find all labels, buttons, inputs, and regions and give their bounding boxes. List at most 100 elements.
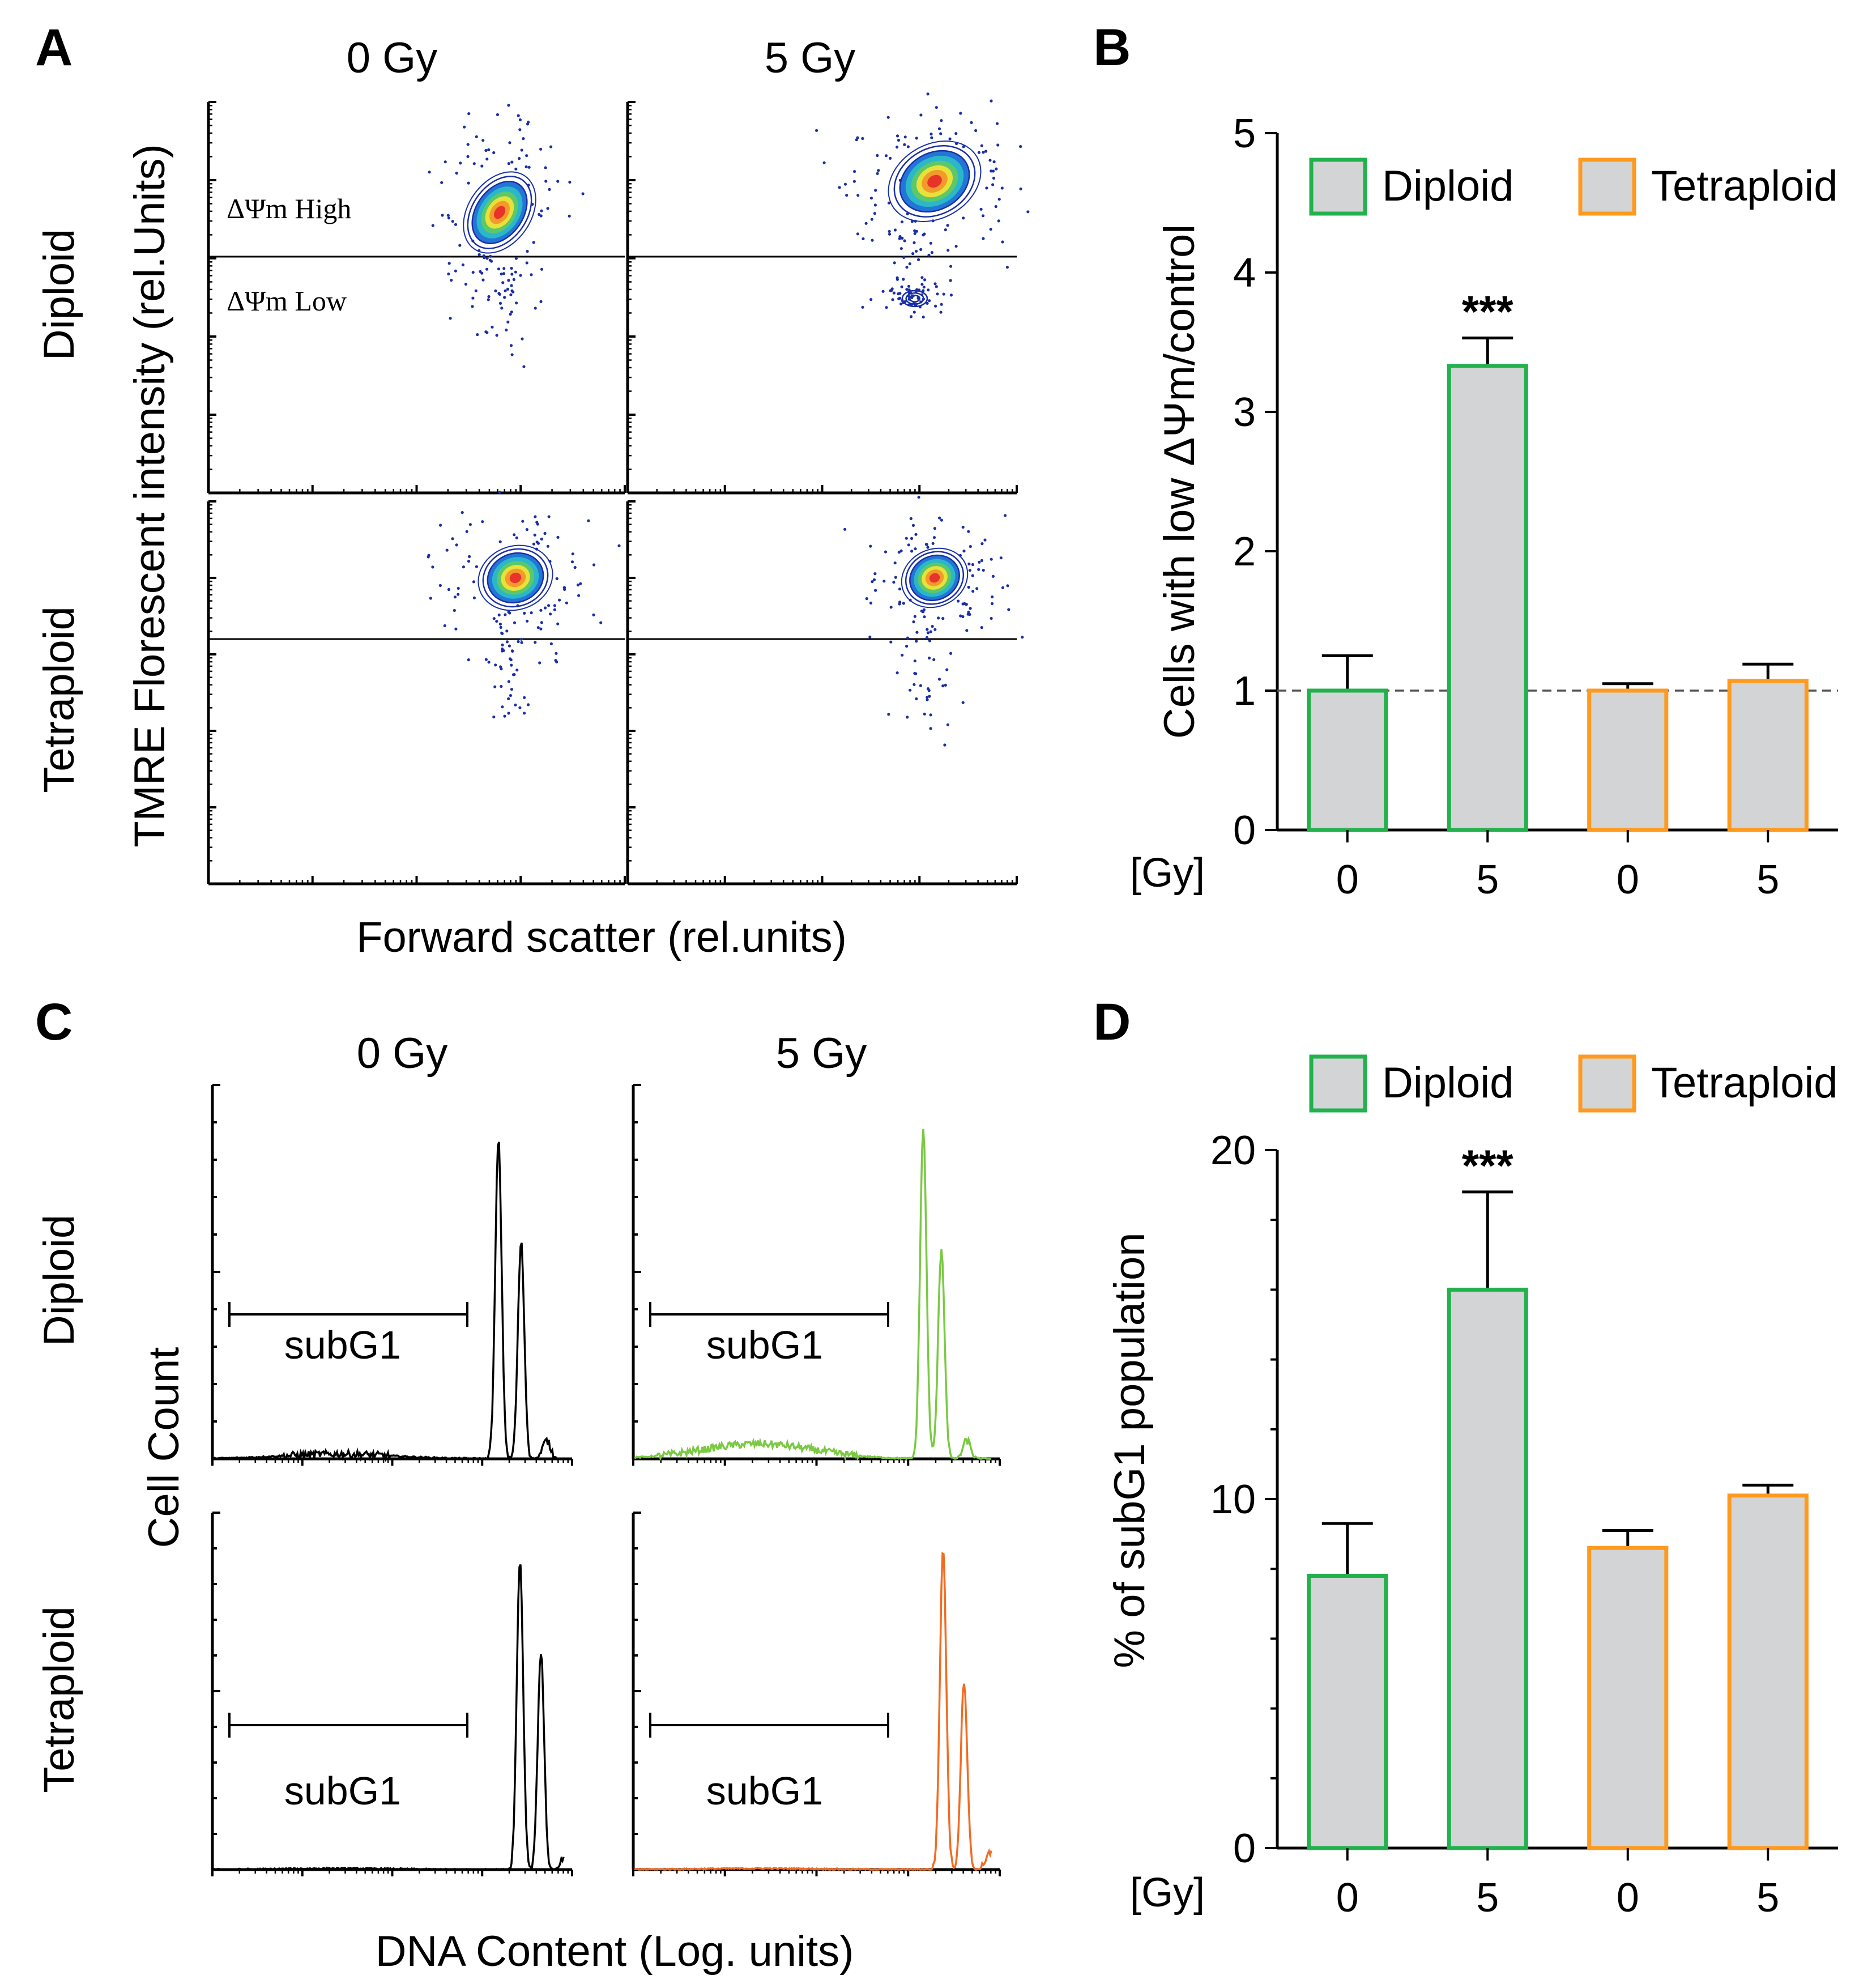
event-dot: [896, 671, 899, 675]
event-dot: [466, 155, 470, 158]
event-dot: [872, 578, 876, 581]
event-dot: [447, 273, 450, 276]
event-dot: [975, 587, 979, 590]
event-dot: [459, 161, 462, 165]
event-dot: [481, 278, 485, 282]
event-dot: [510, 310, 513, 314]
event-dot: [517, 114, 520, 117]
event-dot: [467, 658, 470, 662]
event-dot: [475, 135, 478, 138]
panel-c: C 0 Gy 5 Gy Diploid Tetraploid Cell Coun…: [35, 993, 1001, 1976]
bar-diploid-5: [1447, 1287, 1528, 1850]
event-dot: [455, 172, 458, 175]
event-dot: [1005, 266, 1009, 269]
event-dot: [495, 620, 498, 623]
event-dot: [905, 645, 909, 648]
event-dot: [521, 520, 525, 523]
histogram-trace: [634, 1129, 991, 1462]
event-dot: [546, 544, 550, 548]
event-dot: [493, 685, 497, 688]
event-dot: [992, 176, 996, 180]
event-dot: [881, 290, 885, 293]
event-dot: [914, 547, 917, 551]
event-dot: [961, 615, 965, 619]
histogram-tetraploid-5gy: [632, 1512, 1001, 1876]
event-dot: [959, 112, 962, 115]
event-dot: [515, 536, 519, 540]
panel-c-y-axis-title: Cell Count: [140, 1347, 188, 1548]
y-tick-label: 10: [1210, 1477, 1256, 1522]
event-dot: [532, 241, 535, 244]
flow-plot-diploid-0gy: [207, 101, 626, 495]
event-dot: [471, 305, 474, 308]
event-dot: [505, 629, 509, 633]
event-dot: [922, 316, 925, 319]
event-dot: [485, 267, 489, 271]
event-dot: [503, 296, 506, 299]
legend-label-tetraploid: Tetraploid: [1651, 1059, 1838, 1107]
event-dot: [507, 712, 510, 715]
event-dot: [526, 619, 529, 623]
legend-label-diploid: Diploid: [1382, 1059, 1513, 1107]
x-tick-label: 0: [1336, 1875, 1359, 1921]
event-dot: [862, 237, 865, 241]
event-dot: [932, 658, 936, 661]
event-dot: [967, 562, 971, 566]
event-dot: [938, 516, 941, 520]
histogram-trace: [213, 1142, 564, 1463]
bar-tetraploid-0: [1587, 688, 1669, 832]
x-tick-label: 5: [1476, 857, 1499, 903]
event-dot: [535, 521, 539, 524]
subg1-label-diploid-0gy: subG1: [284, 1323, 401, 1367]
event-dot: [913, 232, 916, 235]
event-dot: [980, 559, 983, 563]
event-dot: [885, 306, 888, 309]
event-dot: [556, 535, 560, 539]
event-dot: [494, 663, 497, 667]
y-tick-label: 0: [1233, 1826, 1256, 1871]
event-dot: [525, 165, 528, 169]
event-dot: [530, 273, 533, 276]
event-dot: [925, 636, 929, 639]
event-dot: [822, 161, 826, 164]
event-dot: [869, 298, 873, 301]
event-dot: [939, 132, 943, 135]
event-dot: [514, 270, 518, 274]
event-dot: [914, 533, 918, 536]
event-dot: [982, 151, 985, 154]
event-dot: [990, 99, 993, 103]
event-dot: [481, 520, 484, 523]
event-dot: [888, 232, 892, 236]
event-dot: [461, 263, 465, 267]
event-dot: [509, 658, 513, 662]
event-dot: [526, 703, 530, 706]
event-dot: [445, 548, 449, 552]
event-dot: [967, 530, 970, 533]
event-dot: [961, 525, 965, 529]
event-dot: [888, 229, 891, 233]
event-dot: [508, 644, 511, 648]
panel-b-x-axis-title: [Gy]: [1130, 850, 1205, 896]
event-dot: [521, 337, 524, 340]
event-dot: [451, 537, 454, 540]
event-dot: [925, 543, 928, 546]
event-dot: [903, 135, 907, 139]
legend-label-tetraploid: Tetraploid: [1651, 162, 1838, 210]
event-dot: [873, 572, 877, 576]
event-dot: [463, 125, 466, 129]
event-dot: [503, 714, 506, 718]
event-dot: [454, 269, 458, 273]
event-dot: [896, 276, 899, 279]
event-dot: [556, 180, 560, 183]
event-dot: [893, 561, 897, 565]
event-dot: [949, 293, 953, 297]
event-dot: [549, 642, 553, 645]
event-dot: [936, 292, 939, 296]
event-dot: [507, 279, 510, 282]
event-dot: [926, 696, 929, 699]
event-dot: [901, 653, 904, 657]
event-dot: [453, 608, 456, 612]
event-dot: [868, 635, 872, 638]
event-dot: [517, 640, 520, 644]
